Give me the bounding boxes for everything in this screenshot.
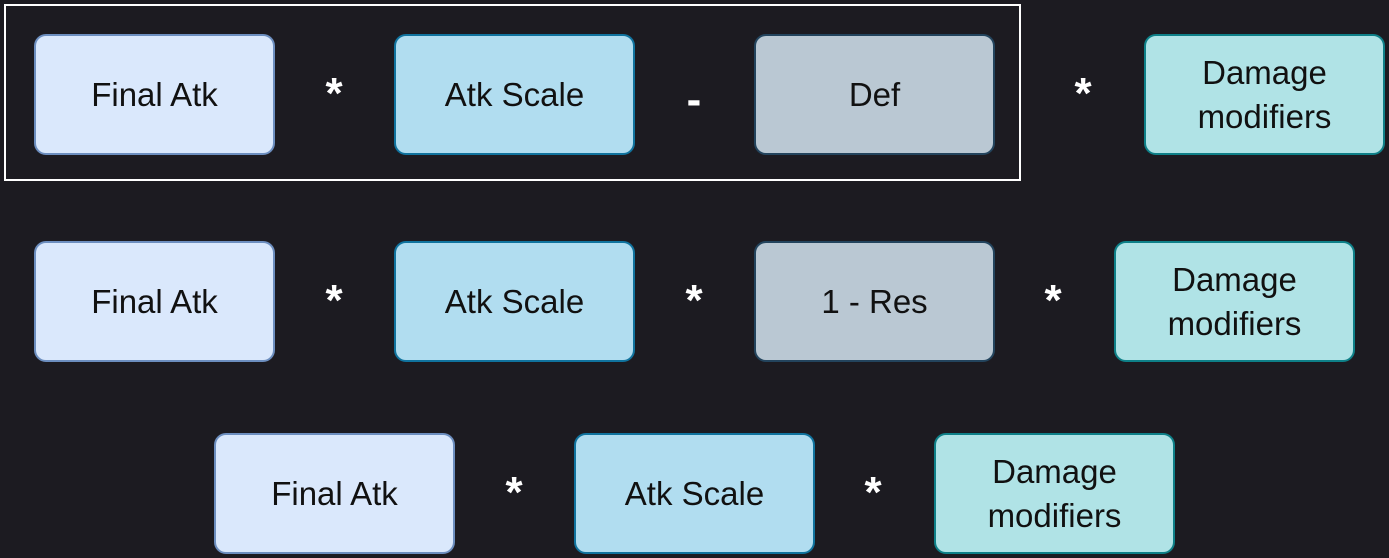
atk-scale-box: Atk Scale (394, 34, 635, 155)
box-label: Final Atk (91, 282, 218, 320)
damage-modifiers-box: Damage modifiers (934, 433, 1175, 554)
box-label: Def (848, 75, 901, 113)
box-label: Atk Scale (444, 75, 585, 113)
box-label: 1 - Res (821, 282, 928, 320)
multiply-operator: * (1044, 276, 1062, 325)
atk-scale-box: Atk Scale (574, 433, 815, 554)
box-label: Atk Scale (444, 282, 585, 320)
multiply-operator: * (325, 69, 343, 118)
one-minus-res-box: 1 - Res (754, 241, 995, 362)
final-atk-box: Final Atk (34, 241, 275, 362)
def-box: Def (754, 34, 995, 155)
box-label: Damage modifiers (1167, 260, 1302, 342)
multiply-operator: * (685, 276, 703, 325)
multiply-operator: * (1074, 69, 1092, 118)
box-label: Damage modifiers (987, 452, 1122, 534)
minus-operator: - (686, 75, 702, 124)
final-atk-box: Final Atk (214, 433, 455, 554)
damage-modifiers-box: Damage modifiers (1144, 34, 1385, 155)
box-label: Final Atk (271, 474, 398, 512)
multiply-operator: * (505, 468, 523, 517)
multiply-operator: * (325, 276, 343, 325)
highlight-frame (4, 4, 1021, 181)
box-label: Final Atk (91, 75, 218, 113)
atk-scale-box: Atk Scale (394, 241, 635, 362)
damage-modifiers-box: Damage modifiers (1114, 241, 1355, 362)
box-label: Damage modifiers (1197, 53, 1332, 135)
multiply-operator: * (864, 468, 882, 517)
final-atk-box: Final Atk (34, 34, 275, 155)
box-label: Atk Scale (624, 474, 765, 512)
